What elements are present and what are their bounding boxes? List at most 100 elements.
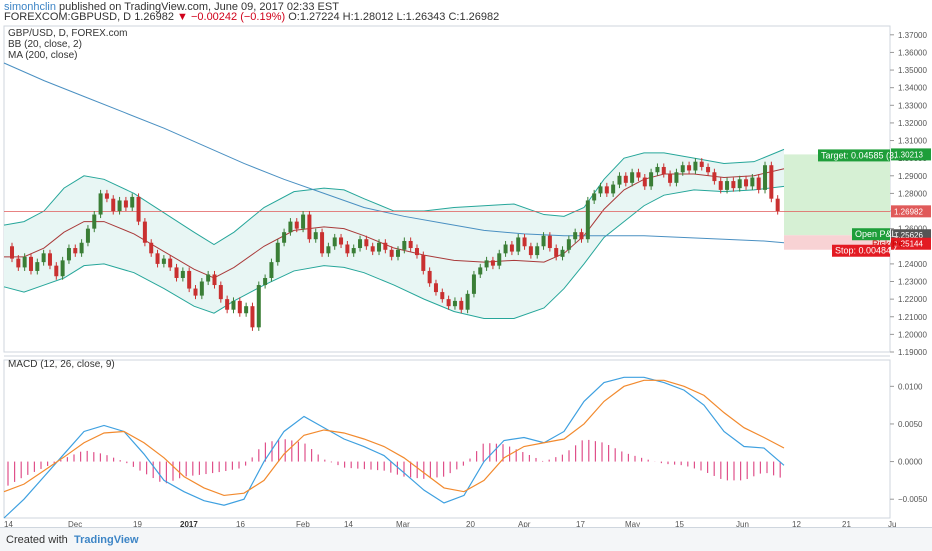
candle-body[interactable] [250, 306, 255, 328]
candle-body[interactable] [630, 172, 635, 183]
candle-body[interactable] [465, 293, 470, 310]
candle-body[interactable] [396, 249, 400, 257]
candle-body[interactable] [136, 196, 141, 222]
target-zone[interactable] [784, 154, 890, 236]
candle-body[interactable] [282, 232, 287, 243]
candle-body[interactable] [611, 184, 616, 194]
candle-body[interactable] [28, 256, 33, 271]
candle-body[interactable] [161, 258, 166, 264]
candle-body[interactable] [706, 166, 711, 173]
candle-body[interactable] [345, 244, 350, 254]
candle-body[interactable] [674, 172, 679, 183]
candle-body[interactable] [73, 248, 78, 254]
candle-body[interactable] [547, 235, 552, 249]
ma-legend[interactable]: MA (200, close) [8, 50, 77, 61]
candle-body[interactable] [414, 248, 419, 256]
candle-body[interactable] [680, 165, 685, 173]
stop-box-text-box[interactable] [832, 244, 890, 257]
candle-body[interactable] [655, 166, 660, 173]
candle-body[interactable] [573, 232, 578, 240]
candle-body[interactable] [294, 221, 299, 229]
candle-body[interactable] [123, 200, 128, 208]
stop-box-text[interactable]: Stop: 0.00484 ( [835, 246, 897, 256]
candle-body[interactable] [35, 262, 40, 271]
candle-body[interactable] [193, 288, 198, 296]
candle-body[interactable] [509, 244, 514, 252]
candle-body[interactable] [54, 265, 59, 277]
target-box-text-box[interactable] [818, 149, 890, 162]
candle-body[interactable] [699, 161, 704, 167]
candle-body[interactable] [535, 246, 540, 256]
candle-body[interactable] [187, 270, 192, 289]
chart-canvas[interactable]: 1.37000 1.36000 1.35000 1.34000 1.33000 1.320… [0, 22, 932, 527]
candle-body[interactable] [585, 200, 590, 240]
open-pnl-price-label[interactable]: 1.25626 [894, 231, 923, 240]
candle-body[interactable] [237, 300, 242, 314]
candle-body[interactable] [231, 300, 236, 310]
candle-body[interactable] [452, 300, 457, 307]
candle-body[interactable] [541, 235, 546, 247]
candle-body[interactable] [174, 267, 179, 278]
candle-body[interactable] [516, 237, 521, 252]
candle-body[interactable] [560, 249, 565, 257]
candle-body[interactable] [744, 179, 749, 187]
time-axis[interactable]: 14 Dec 19 2017 16 Feb 14 Mar 20 Apr 17 May 15 Jun 12 21… [4, 520, 896, 527]
candle-body[interactable] [149, 242, 154, 254]
tradingview-logo[interactable]: TradingView [74, 534, 139, 546]
candle-body[interactable] [763, 165, 768, 190]
candle-body[interactable] [446, 299, 451, 307]
price-pane[interactable]: 1.37000 1.36000 1.35000 1.34000 1.33000 1.320… [3, 25, 931, 357]
candle-body[interactable] [142, 221, 147, 243]
open-pnl-box-text[interactable]: Open P&L: [855, 229, 899, 239]
candle-body[interactable] [756, 177, 761, 190]
candle-body[interactable] [649, 172, 654, 187]
candle-body[interactable] [725, 181, 730, 190]
candle-body[interactable] [592, 193, 597, 201]
candle-body[interactable] [750, 177, 755, 187]
candle-body[interactable] [389, 249, 394, 257]
candle-body[interactable] [427, 270, 432, 284]
candle-body[interactable] [66, 248, 71, 261]
candle-body[interactable] [731, 181, 736, 189]
candle-body[interactable] [383, 242, 388, 250]
candle-body[interactable] [155, 253, 160, 264]
candle-body[interactable] [307, 214, 312, 240]
candle-body[interactable] [130, 196, 135, 208]
bb-legend[interactable]: BB (20, close, 2) [8, 39, 82, 50]
candle-body[interactable] [41, 253, 46, 263]
candle-body[interactable] [22, 256, 27, 268]
candle-body[interactable] [459, 300, 464, 310]
candle-body[interactable] [339, 237, 344, 245]
candle-body[interactable] [326, 246, 331, 254]
candle-body[interactable] [288, 221, 293, 233]
candle-body[interactable] [47, 253, 52, 266]
candle-body[interactable] [503, 244, 508, 254]
candle-body[interactable] [275, 242, 280, 263]
candle-body[interactable] [693, 161, 698, 171]
candle-body[interactable] [364, 239, 369, 247]
candle-body[interactable] [617, 175, 622, 185]
candle-body[interactable] [320, 232, 325, 254]
candle-body[interactable] [604, 186, 609, 194]
candle-body[interactable] [598, 186, 603, 194]
candle-body[interactable] [642, 177, 647, 187]
candle-body[interactable] [206, 274, 211, 282]
candle-body[interactable] [180, 270, 185, 278]
candle-body[interactable] [16, 258, 21, 268]
candle-body[interactable] [98, 193, 103, 215]
candle-body[interactable] [256, 285, 261, 328]
candle-body[interactable] [769, 165, 774, 199]
candle-body[interactable] [358, 239, 363, 249]
candle-body[interactable] [490, 260, 495, 266]
candle-body[interactable] [579, 232, 584, 240]
candle-body[interactable] [85, 228, 90, 243]
candle-body[interactable] [661, 166, 666, 175]
candle-body[interactable] [168, 258, 173, 268]
candle-body[interactable] [737, 179, 742, 189]
candle-body[interactable] [687, 165, 692, 171]
candle-body[interactable] [225, 299, 230, 310]
stop-price-label[interactable]: 1.25144 [894, 240, 923, 249]
candle-body[interactable] [433, 283, 438, 293]
candle-body[interactable] [528, 246, 533, 256]
candle-body[interactable] [522, 237, 527, 247]
